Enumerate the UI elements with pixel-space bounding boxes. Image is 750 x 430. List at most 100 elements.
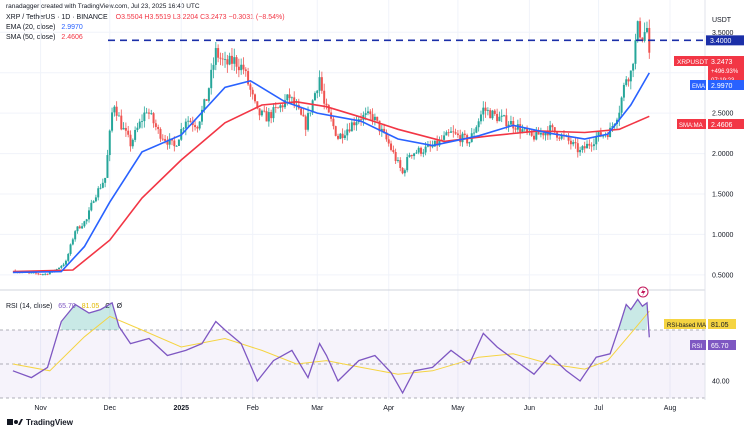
- candle-body[interactable]: [588, 143, 591, 146]
- candle-body[interactable]: [618, 112, 621, 120]
- candle-body[interactable]: [408, 154, 411, 158]
- candle-body[interactable]: [97, 188, 100, 198]
- candle-body[interactable]: [572, 142, 575, 145]
- candle-body[interactable]: [643, 32, 646, 41]
- candle-body[interactable]: [196, 127, 199, 129]
- candle-body[interactable]: [147, 112, 150, 114]
- candle-body[interactable]: [479, 114, 482, 122]
- candle-body[interactable]: [293, 97, 296, 106]
- candle-body[interactable]: [129, 134, 132, 147]
- sma-50-line[interactable]: [12, 100, 650, 273]
- candle-body[interactable]: [184, 121, 187, 129]
- candle-body[interactable]: [496, 113, 499, 122]
- candle-body[interactable]: [217, 48, 220, 58]
- candle-body[interactable]: [311, 100, 314, 113]
- candle-body[interactable]: [288, 94, 291, 99]
- candle-body[interactable]: [415, 152, 418, 154]
- candle-body[interactable]: [620, 97, 623, 113]
- candle-body[interactable]: [346, 129, 349, 136]
- candle-body[interactable]: [493, 110, 496, 114]
- candle-body[interactable]: [396, 160, 399, 161]
- candle-body[interactable]: [60, 265, 63, 268]
- candle-body[interactable]: [164, 139, 167, 141]
- candle-body[interactable]: [560, 134, 563, 139]
- candle-body[interactable]: [154, 123, 157, 127]
- candle-body[interactable]: [198, 121, 201, 129]
- candle-body[interactable]: [320, 77, 323, 91]
- candle-body[interactable]: [417, 147, 420, 153]
- ema-20-line[interactable]: [12, 72, 650, 274]
- candle-body[interactable]: [595, 136, 598, 145]
- candle-body[interactable]: [44, 273, 47, 275]
- candle-body[interactable]: [484, 107, 487, 111]
- candle-body[interactable]: [503, 115, 506, 117]
- candle-body[interactable]: [122, 127, 125, 130]
- candle-body[interactable]: [117, 115, 120, 117]
- candle-body[interactable]: [265, 111, 268, 122]
- candle-body[interactable]: [76, 226, 79, 232]
- candle-body[interactable]: [235, 57, 238, 67]
- candle-body[interactable]: [212, 64, 215, 70]
- candle-body[interactable]: [576, 143, 579, 153]
- candle-body[interactable]: [127, 130, 130, 135]
- candle-body[interactable]: [380, 128, 383, 132]
- ema-legend-label[interactable]: EMA (20, close): [6, 24, 56, 31]
- candle-body[interactable]: [304, 116, 307, 130]
- candle-body[interactable]: [581, 146, 584, 150]
- candle-body[interactable]: [228, 55, 231, 65]
- candle-body[interactable]: [191, 122, 194, 126]
- candle-body[interactable]: [491, 110, 494, 119]
- candle-body[interactable]: [88, 210, 91, 220]
- candle-body[interactable]: [399, 160, 402, 168]
- candle-body[interactable]: [94, 197, 97, 202]
- candle-body[interactable]: [39, 274, 42, 275]
- candle-body[interactable]: [244, 69, 247, 72]
- candle-body[interactable]: [111, 112, 114, 131]
- candle-body[interactable]: [131, 139, 134, 147]
- candle-body[interactable]: [226, 59, 229, 65]
- candle-body[interactable]: [205, 99, 208, 101]
- candle-body[interactable]: [90, 202, 93, 211]
- candle-body[interactable]: [290, 97, 293, 99]
- candle-body[interactable]: [413, 153, 416, 157]
- candle-body[interactable]: [92, 201, 95, 203]
- candle-body[interactable]: [500, 115, 503, 117]
- candle-body[interactable]: [509, 121, 512, 125]
- candle-body[interactable]: [590, 145, 593, 147]
- candle-body[interactable]: [251, 89, 254, 95]
- sma-legend-label[interactable]: SMA (50, close): [6, 34, 56, 41]
- candle-body[interactable]: [574, 142, 577, 144]
- candle-body[interactable]: [48, 272, 51, 275]
- candle-body[interactable]: [622, 84, 625, 98]
- candle-body[interactable]: [240, 64, 243, 71]
- candle-body[interactable]: [214, 48, 217, 65]
- candle-body[interactable]: [233, 57, 236, 64]
- candle-body[interactable]: [632, 63, 635, 71]
- candle-body[interactable]: [403, 170, 406, 174]
- candle-body[interactable]: [546, 131, 549, 136]
- candle-body[interactable]: [58, 267, 61, 270]
- candle-body[interactable]: [64, 260, 67, 265]
- candle-body[interactable]: [426, 144, 429, 147]
- candle-body[interactable]: [134, 129, 137, 140]
- candle-body[interactable]: [78, 226, 81, 229]
- candle-body[interactable]: [452, 131, 455, 133]
- candle-body[interactable]: [392, 149, 395, 152]
- candle-body[interactable]: [390, 143, 393, 150]
- candle-body[interactable]: [316, 90, 319, 94]
- lightning-icon[interactable]: [637, 286, 649, 298]
- candle-body[interactable]: [83, 221, 86, 227]
- candle-body[interactable]: [101, 182, 104, 188]
- candle-body[interactable]: [366, 111, 369, 114]
- candle-body[interactable]: [341, 133, 344, 138]
- candle-body[interactable]: [152, 113, 155, 124]
- candle-body[interactable]: [544, 131, 547, 136]
- candle-body[interactable]: [383, 128, 386, 133]
- candle-body[interactable]: [355, 122, 358, 126]
- candle-body[interactable]: [629, 70, 632, 82]
- candle-body[interactable]: [454, 132, 457, 134]
- candle-body[interactable]: [85, 219, 88, 222]
- candle-body[interactable]: [521, 129, 524, 133]
- candle-body[interactable]: [449, 131, 452, 133]
- candle-body[interactable]: [378, 120, 381, 132]
